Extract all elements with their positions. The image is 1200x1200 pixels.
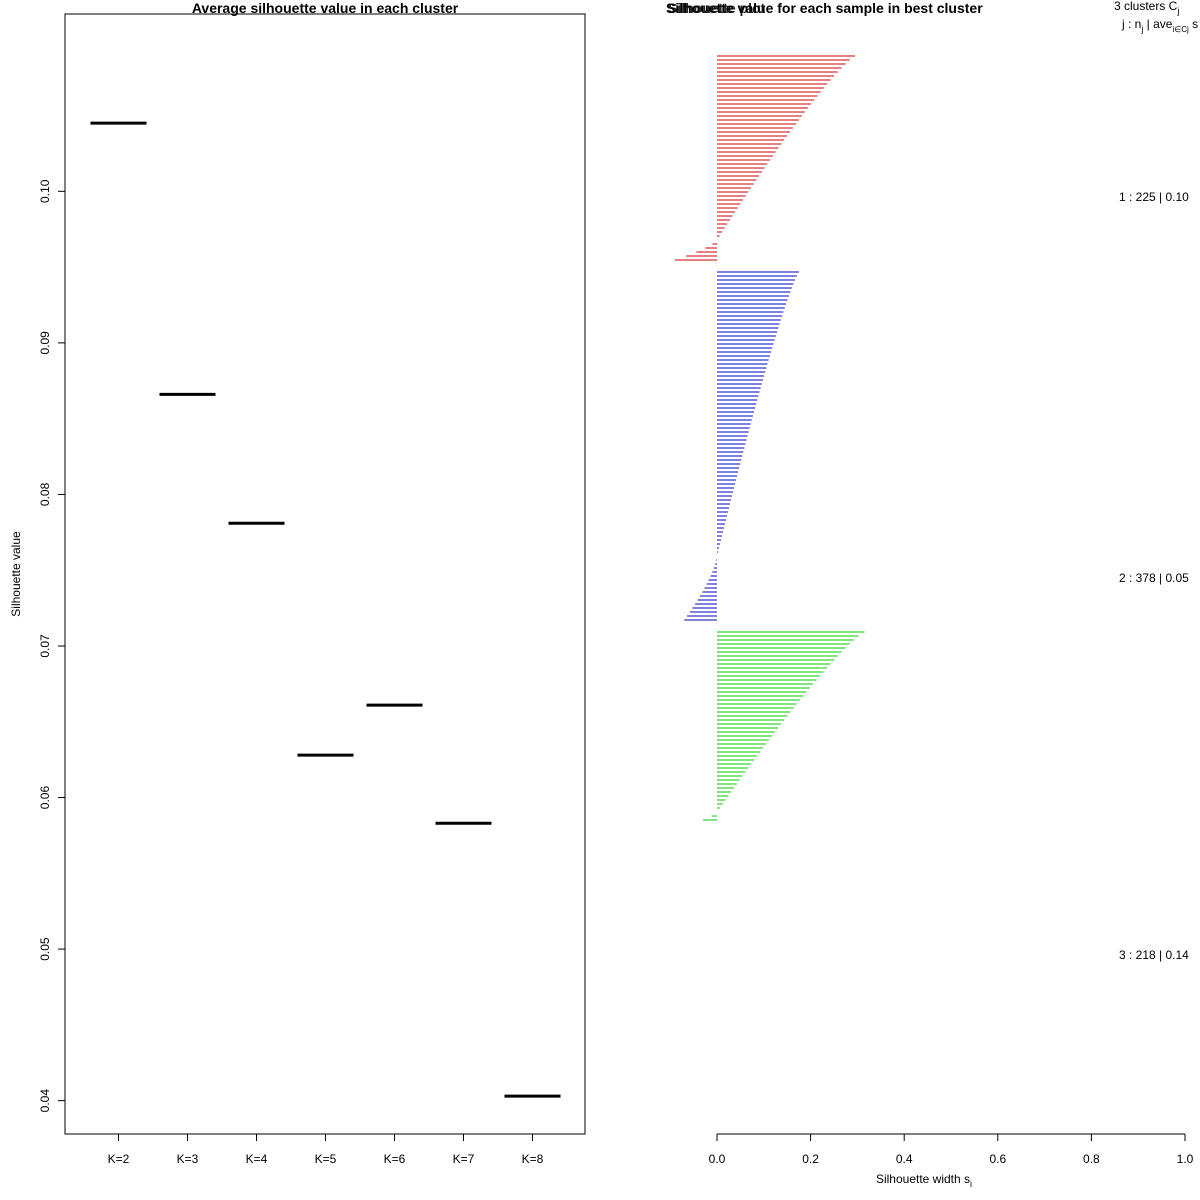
left-x-tick-label: K=3 — [177, 1152, 199, 1166]
left-x-tick-label: K=8 — [522, 1152, 544, 1166]
left-y-axis: 0.04 0.05 0.06 0.07 0.08 0.09 0.10 — [38, 179, 65, 1112]
left-data-marks — [90, 121, 561, 1098]
right-x-axis: 0.0 0.2 0.4 0.6 0.8 1.0 — [709, 1133, 1194, 1166]
left-x-tick-label: K=2 — [108, 1152, 130, 1166]
right-x-tick-label: 1.0 — [1177, 1152, 1194, 1166]
left-x-tick-label: K=5 — [315, 1152, 337, 1166]
left-x-tick-label: K=7 — [453, 1152, 475, 1166]
right-x-tick-label: 0.0 — [709, 1152, 726, 1166]
cluster-2-label: 2 : 378 | 0.05 — [1119, 571, 1189, 585]
left-y-axis-label: Silhouette value — [9, 531, 23, 617]
left-x-tick-label: K=6 — [384, 1152, 406, 1166]
left-y-tick-label: 0.04 — [38, 1089, 52, 1113]
cluster-1-label: 1 : 225 | 0.10 — [1119, 190, 1189, 204]
left-chart-title: Average silhouette value in each cluster — [192, 0, 459, 16]
right-x-axis-label: Silhouette width si — [876, 1172, 972, 1189]
right-x-tick-label: 0.4 — [896, 1152, 913, 1166]
right-chart-title-overlap: Silhouette plot — [668, 0, 766, 16]
left-y-tick-label: 0.05 — [38, 937, 52, 961]
legend-header-line1: 3 clusters Cj — [1114, 0, 1179, 16]
left-y-tick-label: 0.07 — [38, 634, 52, 658]
left-y-tick-label: 0.09 — [38, 331, 52, 355]
right-chart-title: Silhouette value for each sample in best… — [666, 0, 983, 16]
cluster-3-label: 3 : 218 | 0.14 — [1119, 948, 1189, 962]
right-x-tick-label: 0.6 — [989, 1152, 1006, 1166]
left-x-axis: K=2 K=3 K=4 K=5 K=6 K=7 K=8 — [108, 1134, 544, 1166]
silhouette-bars — [674, 55, 865, 821]
legend-header-line2: j : nj | avei∈Cj s — [1121, 17, 1198, 34]
left-y-tick-label: 0.10 — [38, 179, 52, 203]
sample-silhouette-panel: Silhouette plot Silhouette value for eac… — [666, 0, 1198, 1189]
cluster-legend: 3 clusters Cj j : nj | avei∈Cj s 1 : 225… — [1114, 0, 1198, 962]
left-y-tick-label: 0.08 — [38, 482, 52, 506]
left-x-tick-label: K=4 — [246, 1152, 268, 1166]
right-x-tick-label: 0.8 — [1083, 1152, 1100, 1166]
left-plot-frame — [64, 13, 586, 1135]
average-silhouette-panel: Average silhouette value in each cluster… — [9, 0, 586, 1166]
left-y-tick-label: 0.06 — [38, 786, 52, 810]
right-x-tick-label: 0.2 — [802, 1152, 819, 1166]
